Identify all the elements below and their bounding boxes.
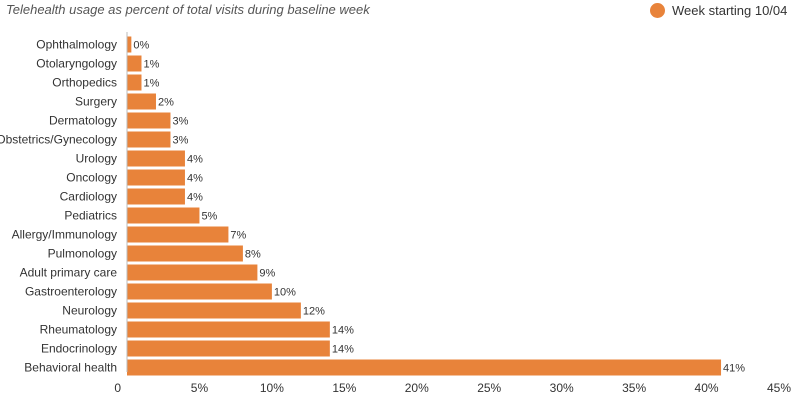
data-label: 10% — [274, 287, 296, 299]
bar — [127, 302, 301, 319]
data-label: 3% — [172, 135, 188, 147]
bar — [127, 131, 171, 148]
category-label: Cardiology — [60, 190, 117, 204]
bar — [127, 112, 171, 129]
category-label: Ophthalmology — [36, 38, 117, 52]
bar — [127, 264, 258, 281]
x-tick-label: 5% — [191, 381, 209, 395]
data-label: 14% — [332, 344, 354, 356]
bar — [127, 359, 722, 376]
chart-title: Telehealth usage as percent of total vis… — [6, 2, 370, 17]
bar — [127, 188, 185, 205]
category-label: Gastroenterology — [25, 285, 117, 299]
bar — [127, 283, 272, 300]
legend-label: Week starting 10/04 — [672, 3, 788, 18]
data-label: 0% — [133, 40, 149, 52]
data-label: 8% — [245, 249, 261, 261]
bar — [127, 93, 156, 110]
bar — [127, 55, 142, 72]
data-label: 41% — [723, 363, 745, 375]
x-tick-label: 15% — [332, 381, 356, 395]
data-label: 4% — [187, 154, 203, 166]
data-label: 1% — [143, 78, 159, 90]
data-label: 7% — [230, 230, 246, 242]
x-tick-label: 30% — [550, 381, 574, 395]
x-tick-label: 10% — [260, 381, 284, 395]
bar — [127, 150, 185, 167]
category-label: Surgery — [75, 95, 117, 109]
bar — [127, 74, 142, 91]
category-label: Rheumatology — [40, 323, 117, 337]
legend: Week starting 10/04 — [650, 3, 787, 18]
category-label: Oncology — [66, 171, 117, 185]
category-label: Pediatrics — [64, 209, 117, 223]
legend-swatch — [650, 3, 665, 18]
data-label: 4% — [187, 173, 203, 185]
data-label: 9% — [259, 268, 275, 280]
x-tick-label: 45% — [767, 381, 791, 395]
x-tick-label: 0 — [114, 381, 121, 395]
data-label: 12% — [303, 306, 325, 318]
category-label: Dermatology — [49, 114, 117, 128]
data-label: 5% — [201, 211, 217, 223]
category-label: Pulmonology — [48, 247, 117, 261]
data-label: 14% — [332, 325, 354, 337]
category-label: Otolaryngology — [36, 57, 117, 71]
category-label: Urology — [76, 152, 117, 166]
bar — [127, 169, 185, 186]
category-label: Behavioral health — [24, 361, 117, 375]
x-tick-label: 25% — [477, 381, 501, 395]
x-tick-label: 35% — [622, 381, 646, 395]
bar — [127, 340, 330, 357]
bar — [127, 226, 229, 243]
bar — [127, 207, 200, 224]
x-tick-label: 40% — [695, 381, 719, 395]
bar — [127, 36, 132, 53]
category-label: Endocrinology — [41, 342, 117, 356]
category-label: Neurology — [62, 304, 117, 318]
category-label: Allergy/Immunology — [12, 228, 117, 242]
data-label: 2% — [158, 97, 174, 109]
bar — [127, 321, 330, 338]
x-tick-label: 20% — [405, 381, 429, 395]
category-label: Orthopedics — [52, 76, 117, 90]
category-label: Adult primary care — [20, 266, 118, 280]
data-label: 4% — [187, 192, 203, 204]
bar — [127, 245, 243, 262]
data-label: 3% — [172, 116, 188, 128]
data-label: 1% — [143, 59, 159, 71]
category-label: Obstetrics/Gynecology — [0, 133, 117, 147]
